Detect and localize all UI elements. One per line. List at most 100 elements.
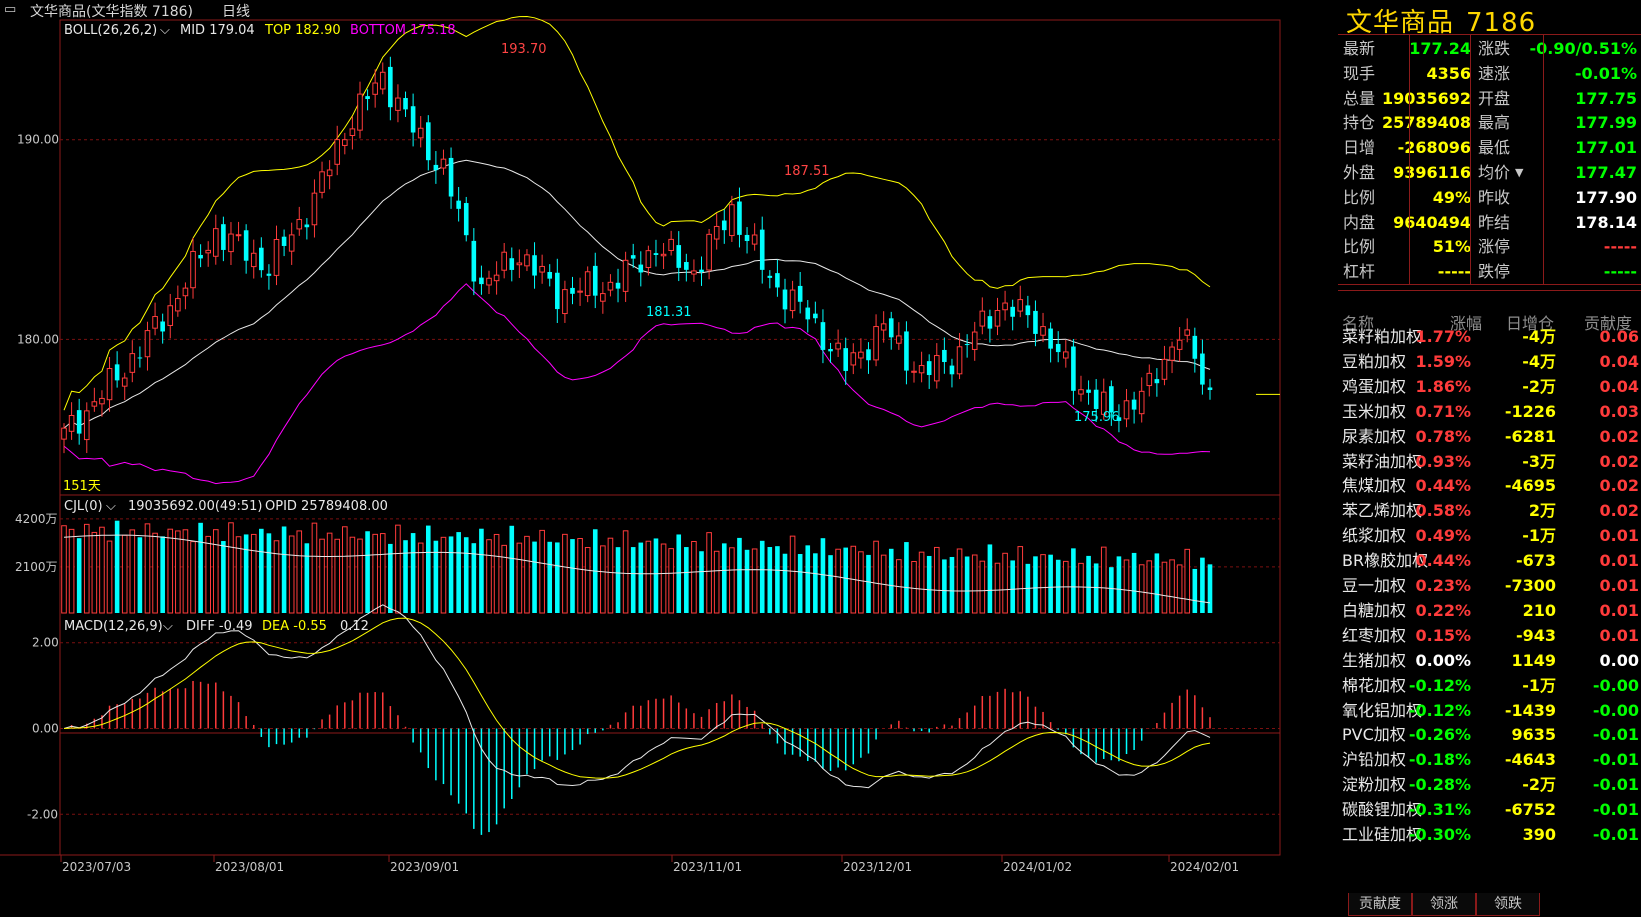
list-cell-contrib: -0.01: [1592, 725, 1639, 745]
candle-body: [410, 106, 416, 133]
candle-body: [182, 287, 189, 297]
candle-body: [630, 255, 636, 259]
candle-body: [828, 348, 833, 352]
list-item[interactable]: 沪铅加权 -0.18% -4643 -0.01: [1338, 747, 1641, 773]
list-cell-oi: -4643: [1504, 750, 1556, 770]
candle-body: [1093, 389, 1099, 409]
list-item[interactable]: 菜籽粕加权 1.77% -4万 0.06: [1338, 324, 1641, 350]
list-item[interactable]: 焦煤加权 0.44% -4695 0.02: [1338, 473, 1641, 499]
candle-body: [288, 234, 295, 252]
list-cell-chg: -0.18%: [1408, 750, 1471, 770]
volume-bar: [182, 529, 189, 614]
list-item[interactable]: 淀粉加权 -0.28% -2万 -0.01: [1338, 772, 1641, 798]
col-change[interactable]: 涨幅: [1450, 314, 1483, 333]
macd-label[interactable]: MACD(12,26,9): [64, 619, 163, 634]
list-item[interactable]: 豆粕加权 1.59% -4万 0.04: [1338, 349, 1641, 375]
chart-area[interactable]: 190.00 180.00 4200万 2100万 2.00 0.00 -2.00 2023/…: [0, 0, 1338, 917]
list-item[interactable]: 尿素加权 0.78% -6281 0.02: [1338, 424, 1641, 450]
volume-bar: [933, 546, 940, 614]
volume-bar: [971, 554, 978, 614]
list-item[interactable]: 苯乙烯加权 0.58% 2万 0.02: [1338, 498, 1641, 524]
volume-bar: [198, 522, 203, 613]
volume-bar: [729, 547, 735, 614]
volume-bar: [152, 532, 158, 614]
list-cell-name: 苯乙烯加权: [1342, 501, 1423, 521]
volume-bar: [403, 540, 408, 613]
candle-body: [911, 370, 917, 373]
list-item[interactable]: 白糖加权 0.22% 210 0.01: [1338, 598, 1641, 624]
candle-body: [850, 352, 857, 366]
col-oi[interactable]: 日增仓: [1506, 314, 1555, 333]
volume-bar: [83, 523, 90, 614]
list-item[interactable]: 菜籽油加权 0.93% -3万 0.02: [1338, 449, 1641, 475]
list-item[interactable]: 纸浆加权 0.49% -1万 0.01: [1338, 523, 1641, 549]
list-cell-contrib: -0.00: [1592, 700, 1639, 720]
tab-gainers[interactable]: 领涨: [1412, 893, 1476, 916]
list-item[interactable]: 工业硅加权 -0.30% 390 -0.01: [1338, 822, 1641, 848]
volume-bar: [243, 534, 249, 613]
volume-bar: [813, 553, 818, 613]
volume-bar: [448, 536, 454, 613]
quote-value: 4356: [1426, 63, 1471, 83]
volume-bar: [713, 550, 720, 614]
list-item[interactable]: 棉花加权 -0.12% -1万 -0.00: [1338, 673, 1641, 699]
macd-dropdown-icon[interactable]: ⌵: [163, 619, 173, 634]
col-name[interactable]: 名称: [1342, 314, 1375, 333]
list-cell-chg: 0.44%: [1415, 476, 1471, 496]
candle-body: [448, 157, 454, 197]
candle-body: [858, 351, 864, 359]
list-item[interactable]: 生猪加权 0.00% 1149 0.00: [1338, 648, 1641, 674]
volume-bar: [828, 555, 833, 613]
quote-label: 最高: [1478, 113, 1511, 133]
list-item[interactable]: 碳酸锂加权 -0.31% -6752 -0.01: [1338, 797, 1641, 823]
quote-label: 涨跌: [1478, 39, 1511, 58]
list-item[interactable]: 鸡蛋加权 1.86% -2万 0.04: [1338, 374, 1641, 400]
candle-body: [751, 234, 758, 245]
list-cell-oi: -1万: [1522, 675, 1556, 695]
quote-value: 19035692: [1381, 88, 1471, 108]
quote-value: 9396116: [1393, 163, 1471, 182]
volume-bar: [676, 534, 682, 613]
volume-bar: [1161, 561, 1168, 614]
divider: [1338, 284, 1641, 285]
candle-body: [775, 273, 780, 288]
boll-label[interactable]: BOLL(26,26,2): [64, 23, 157, 38]
tab-losers[interactable]: 领跌: [1476, 893, 1540, 916]
list-item[interactable]: 玉米加权 0.71% -1226 0.03: [1338, 399, 1641, 425]
list-cell-contrib: -0.00: [1592, 675, 1639, 695]
list-cell-name: 菜籽油加权: [1342, 451, 1423, 471]
list-cell-contrib: 0.02: [1599, 451, 1639, 471]
volume-bar: [259, 528, 264, 613]
candle-body: [91, 401, 98, 407]
list-item[interactable]: 豆一加权 0.23% -7300 0.01: [1338, 573, 1641, 599]
list-item[interactable]: BR橡胶加权 0.44% -673 0.01: [1338, 548, 1641, 574]
candle-body: [1176, 339, 1183, 350]
col-contrib[interactable]: 贡献度: [1584, 314, 1633, 333]
candle-body: [144, 330, 151, 358]
list-cell-name: 生猪加权: [1342, 650, 1407, 670]
period-selector[interactable]: 日线: [222, 4, 250, 20]
list-cell-oi: -1226: [1504, 401, 1556, 421]
volume-bar: [1010, 560, 1015, 613]
volume-bar: [281, 526, 287, 613]
tab-contribution[interactable]: 贡献度: [1348, 893, 1412, 916]
candle-body: [114, 364, 120, 381]
list-cell-contrib: 0.01: [1599, 625, 1639, 645]
volume-bar: [532, 541, 537, 613]
boll-dropdown-icon[interactable]: ⌵: [160, 23, 170, 38]
candle-body: [843, 348, 849, 371]
list-item[interactable]: 红枣加权 0.15% -943 0.01: [1338, 623, 1641, 649]
list-item[interactable]: 氧化铝加权 -0.12% -1439 -0.00: [1338, 698, 1641, 724]
boll-top: TOP 182.90: [264, 23, 341, 38]
volume-bar: [326, 532, 333, 614]
candle-body: [212, 228, 219, 257]
cjl-label[interactable]: CJL(0): [64, 499, 103, 514]
list-cell-oi: 210: [1522, 600, 1556, 620]
cjl-dropdown-icon[interactable]: ⌵: [106, 499, 116, 514]
list-cell-chg: -0.26%: [1408, 725, 1471, 745]
quote-value: -268096: [1397, 138, 1471, 158]
list-item[interactable]: PVC加权 -0.26% 9635 -0.01: [1338, 722, 1641, 748]
avg-dropdown-icon[interactable]: ▼: [1515, 166, 1524, 179]
candle-body: [524, 254, 530, 267]
list-cell-name: 鸡蛋加权: [1342, 376, 1407, 396]
